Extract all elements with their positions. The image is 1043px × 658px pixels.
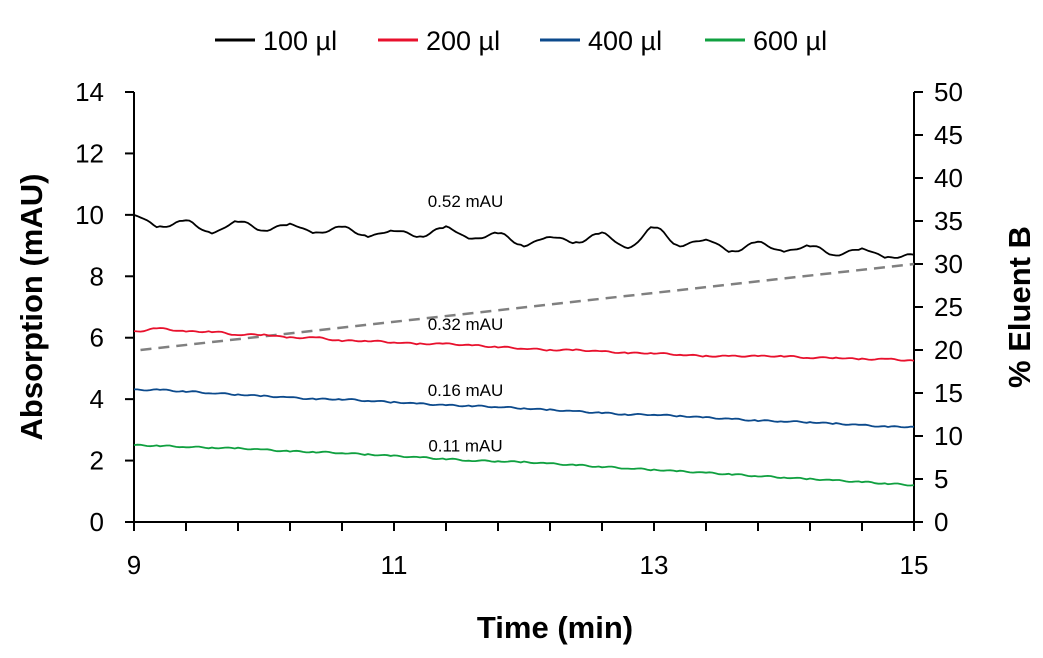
series-line	[133, 443, 915, 487]
legend-label: 600 µl	[753, 26, 827, 56]
plot-area: 0.52 mAU 0.32 mAU 0.16 mAU 0.11 mAU	[133, 192, 915, 487]
y-tick-label: 10	[75, 200, 104, 230]
series-line	[133, 214, 915, 259]
y-tick-label: 4	[90, 384, 104, 414]
y2-tick-label: 25	[934, 292, 963, 322]
series-annotation: 0.52 mAU	[428, 192, 504, 211]
series-annotation: 0.16 mAU	[428, 381, 504, 400]
series-line	[133, 327, 915, 362]
y2-tick-label: 50	[934, 77, 963, 107]
series-annotation: 0.11 mAU	[428, 436, 502, 455]
legend: 100 µl 200 µl 400 µl 600 µl	[215, 26, 827, 56]
series-line	[134, 388, 915, 429]
x-tick-label: 13	[640, 550, 669, 580]
y-tick-label: 2	[90, 446, 104, 476]
x-tick-label: 9	[127, 550, 141, 580]
x-tick-label: 11	[381, 550, 408, 580]
y-tick-label: 12	[75, 138, 104, 168]
x-axis-title: Time (min)	[477, 610, 633, 645]
legend-label: 100 µl	[263, 26, 337, 56]
y2-tick-label: 45	[934, 120, 963, 150]
series-annotation: 0.32 mAU	[428, 315, 504, 334]
y-tick-label: 14	[75, 77, 104, 107]
y-tick-label: 6	[90, 323, 104, 353]
y2-tick-label: 0	[934, 507, 948, 537]
y-axis-title: Absorption (mAU)	[14, 174, 49, 441]
y2-tick-label: 15	[934, 378, 963, 408]
x-tick-label: 15	[900, 550, 929, 580]
y2-tick-label: 10	[934, 421, 963, 451]
y-tick-label: 0	[90, 507, 104, 537]
y2-tick-label: 20	[934, 335, 963, 365]
y-tick-label: 8	[90, 261, 104, 291]
gradient-line	[140, 262, 915, 352]
legend-label: 400 µl	[588, 26, 662, 56]
y2-tick-label: 5	[934, 464, 948, 494]
y2-tick-label: 35	[934, 206, 963, 236]
y2-tick-label: 40	[934, 163, 963, 193]
y2-axis-title: % Eluent B	[1002, 226, 1037, 388]
legend-label: 200 µl	[426, 26, 500, 56]
y2-tick-label: 30	[934, 249, 963, 279]
